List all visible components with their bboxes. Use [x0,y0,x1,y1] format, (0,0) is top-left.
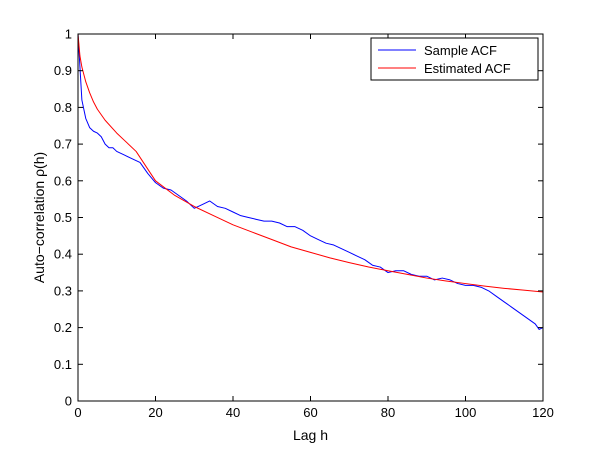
series-layer [77,33,544,330]
x-tick-label: 80 [381,405,395,420]
y-tick-label: 0.9 [54,63,72,78]
y-tick-label: 0 [65,394,72,409]
y-tick-label: 0.4 [54,247,72,262]
x-tick-label: 120 [532,405,554,420]
y-tick-label: 0.8 [54,100,72,115]
legend-box [370,37,539,81]
y-tick-label: 0.1 [54,357,72,372]
legend-label-sample-acf: Sample ACF [424,43,497,58]
y-axis-title: Auto−correlation ρ(h) [31,152,47,283]
legend-label-estimated-acf: Estimated ACF [424,61,511,76]
x-tick-label: 40 [226,405,240,420]
series-line-estimated-acf [77,33,544,293]
plot-area [78,34,543,401]
x-tick-label: 0 [74,405,81,420]
y-tick-label: 0.2 [54,320,72,335]
y-tick-label: 0.3 [54,283,72,298]
x-tick-label: 20 [148,405,162,420]
tick-layer: 0 20 40 60 80 100 120 0 0.1 0.2 0.3 0.4 0.5 0.6 0.7 0.8… [54,27,554,421]
x-axis-title: Lag h [293,427,328,443]
legend: Sample ACF Estimated ACF [370,37,539,81]
x-tick-label: 100 [455,405,477,420]
y-tick-label: 1 [65,27,72,42]
y-tick-label: 0.5 [54,210,72,225]
y-tick-label: 0.7 [54,137,72,152]
x-tick-label: 60 [303,405,317,420]
series-line-sample-acf [77,33,544,330]
y-tick-label: 0.6 [54,173,72,188]
